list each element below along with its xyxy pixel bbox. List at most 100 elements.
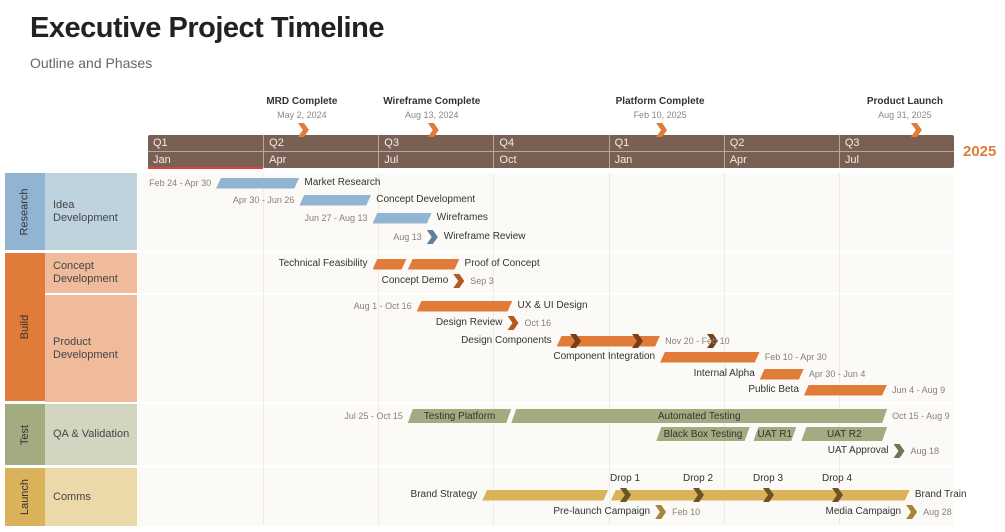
swimlane-label[interactable]: Product Development xyxy=(45,295,137,402)
milestone-date: May 2, 2024 xyxy=(277,110,327,120)
task-label: Drop 1 xyxy=(609,473,640,484)
quarter-gridline xyxy=(493,173,495,525)
milestone-title: Wireframe Complete xyxy=(383,96,481,107)
task-dates: Feb 10 - Apr 30 xyxy=(764,352,827,362)
milestone-chevron-icon[interactable] xyxy=(427,123,439,137)
task-bar[interactable]: Black Box Testing xyxy=(656,427,749,441)
task-bar[interactable] xyxy=(216,178,299,189)
milestone-title: Platform Complete xyxy=(615,96,705,107)
task-dates: Jun 27 - Aug 13 xyxy=(304,213,368,223)
quarter-label: Q1 xyxy=(608,135,724,151)
task-bar[interactable] xyxy=(373,213,432,224)
swimlane-label[interactable]: QA & Validation xyxy=(45,404,137,465)
milestone-date: Aug 31, 2025 xyxy=(878,110,932,120)
swimlane-label[interactable]: Idea Development xyxy=(45,173,137,250)
swimlane-label[interactable]: Concept Development xyxy=(45,253,137,293)
milestone-date: Feb 10, 2025 xyxy=(633,110,687,120)
swimlane-group-label: Test xyxy=(19,424,31,445)
task-label: Drop 2 xyxy=(682,473,713,484)
quarter-gridline xyxy=(263,173,265,525)
task-dates: Apr 30 - Jun 26 xyxy=(232,195,295,205)
milestone-icon[interactable] xyxy=(453,274,465,288)
task-label: Wireframe Review xyxy=(443,231,526,242)
today-marker xyxy=(148,167,263,169)
swimlane-row xyxy=(138,295,954,402)
task-bar[interactable] xyxy=(408,259,460,270)
task-label: Design Components xyxy=(461,335,552,346)
task-label: Drop 3 xyxy=(752,473,783,484)
task-label: Pre-launch Campaign xyxy=(553,506,651,517)
task-dates: Apr 30 - Jun 4 xyxy=(808,369,866,379)
quarter-label: Q3 xyxy=(838,135,954,151)
task-label: Public Beta xyxy=(748,384,799,395)
task-bar[interactable] xyxy=(804,385,887,396)
task-label: Media Campaign xyxy=(825,506,902,517)
month-label: Jan xyxy=(153,154,171,166)
drop-milestone-icon[interactable] xyxy=(693,488,704,502)
task-dates: Jul 25 - Oct 15 xyxy=(344,411,403,421)
quarter-gridline xyxy=(838,173,840,525)
task-bar[interactable] xyxy=(660,352,760,363)
task-bar[interactable] xyxy=(299,195,371,206)
task-bar[interactable]: Automated Testing xyxy=(511,409,887,423)
drop-milestone-icon[interactable] xyxy=(763,488,774,502)
sub-milestone-icon xyxy=(570,334,581,348)
task-bar[interactable] xyxy=(482,490,608,501)
swimlane-group-launch[interactable]: Launch xyxy=(5,468,45,526)
task-bar[interactable]: UAT R1 xyxy=(753,427,796,441)
task-bar[interactable] xyxy=(611,490,910,501)
milestone-chevron-icon[interactable] xyxy=(297,123,309,137)
task-label: Concept Demo xyxy=(381,275,449,286)
task-bar[interactable] xyxy=(760,369,804,380)
month-label: Oct xyxy=(493,152,608,168)
sub-milestone-icon xyxy=(707,334,718,348)
milestone-icon[interactable] xyxy=(893,444,905,458)
drop-milestone-icon[interactable] xyxy=(832,488,843,502)
month-label: Jul xyxy=(838,152,954,168)
task-dates: Feb 24 - Apr 30 xyxy=(149,178,212,188)
milestone-icon[interactable] xyxy=(507,316,519,330)
quarter-label: Q2 xyxy=(263,135,378,151)
task-dates: Oct 16 xyxy=(524,318,552,328)
task-bar[interactable] xyxy=(373,259,407,270)
task-label: Brand Train xyxy=(914,489,967,500)
task-label: Component Integration xyxy=(553,351,656,362)
quarter-gridline xyxy=(723,173,725,525)
month-label: Jul xyxy=(378,152,493,168)
year-label: 2025 xyxy=(963,143,997,160)
swimlane-group-build[interactable]: Build xyxy=(5,253,45,401)
quarter-label: Q4 xyxy=(493,135,608,151)
swimlane-group-research[interactable]: Research xyxy=(5,173,45,250)
sub-milestone-icon xyxy=(632,334,643,348)
task-label: Market Research xyxy=(304,177,381,188)
milestone-icon[interactable] xyxy=(906,505,918,519)
task-label: UAT Approval xyxy=(827,445,889,456)
task-bar[interactable]: UAT R2 xyxy=(801,427,887,441)
task-bar[interactable]: Testing Platform xyxy=(408,409,511,423)
task-dates: Oct 15 - Aug 9 xyxy=(892,411,950,421)
task-dates: Aug 13 xyxy=(393,232,422,242)
task-dates: Jun 4 - Aug 9 xyxy=(892,385,946,395)
milestone-icon[interactable] xyxy=(426,230,438,244)
task-dates: Sep 3 xyxy=(470,276,494,286)
swimlane-group-label: Research xyxy=(19,187,32,236)
task-label: Internal Alpha xyxy=(693,368,755,379)
page-title: Executive Project Timeline xyxy=(30,12,384,44)
page-subtitle: Outline and Phases xyxy=(30,55,153,71)
milestone-chevron-icon[interactable] xyxy=(910,123,922,137)
task-label: Design Review xyxy=(435,317,503,328)
swimlane-group-test[interactable]: Test xyxy=(5,404,45,465)
task-bar[interactable] xyxy=(557,336,660,347)
task-dates: Nov 20 - Feb 10 xyxy=(665,336,730,346)
swimlane-label[interactable]: Comms xyxy=(45,468,137,526)
drop-milestone-icon[interactable] xyxy=(620,488,631,502)
quarter-label: Q1 xyxy=(153,137,168,149)
task-label: Technical Feasibility xyxy=(278,258,368,269)
timescale: Q1 Jan Q2 Apr Q3 Jul Q4 Oct Q1 Jan Q2 Apr Q3 Jul xyxy=(148,135,954,168)
milestone-date: Aug 13, 2024 xyxy=(405,110,459,120)
quarter-label: Q3 xyxy=(378,135,493,151)
task-bar[interactable] xyxy=(417,301,513,312)
milestone-icon[interactable] xyxy=(655,505,667,519)
milestone-chevron-icon[interactable] xyxy=(656,123,668,137)
task-label: UX & UI Design xyxy=(517,300,588,311)
